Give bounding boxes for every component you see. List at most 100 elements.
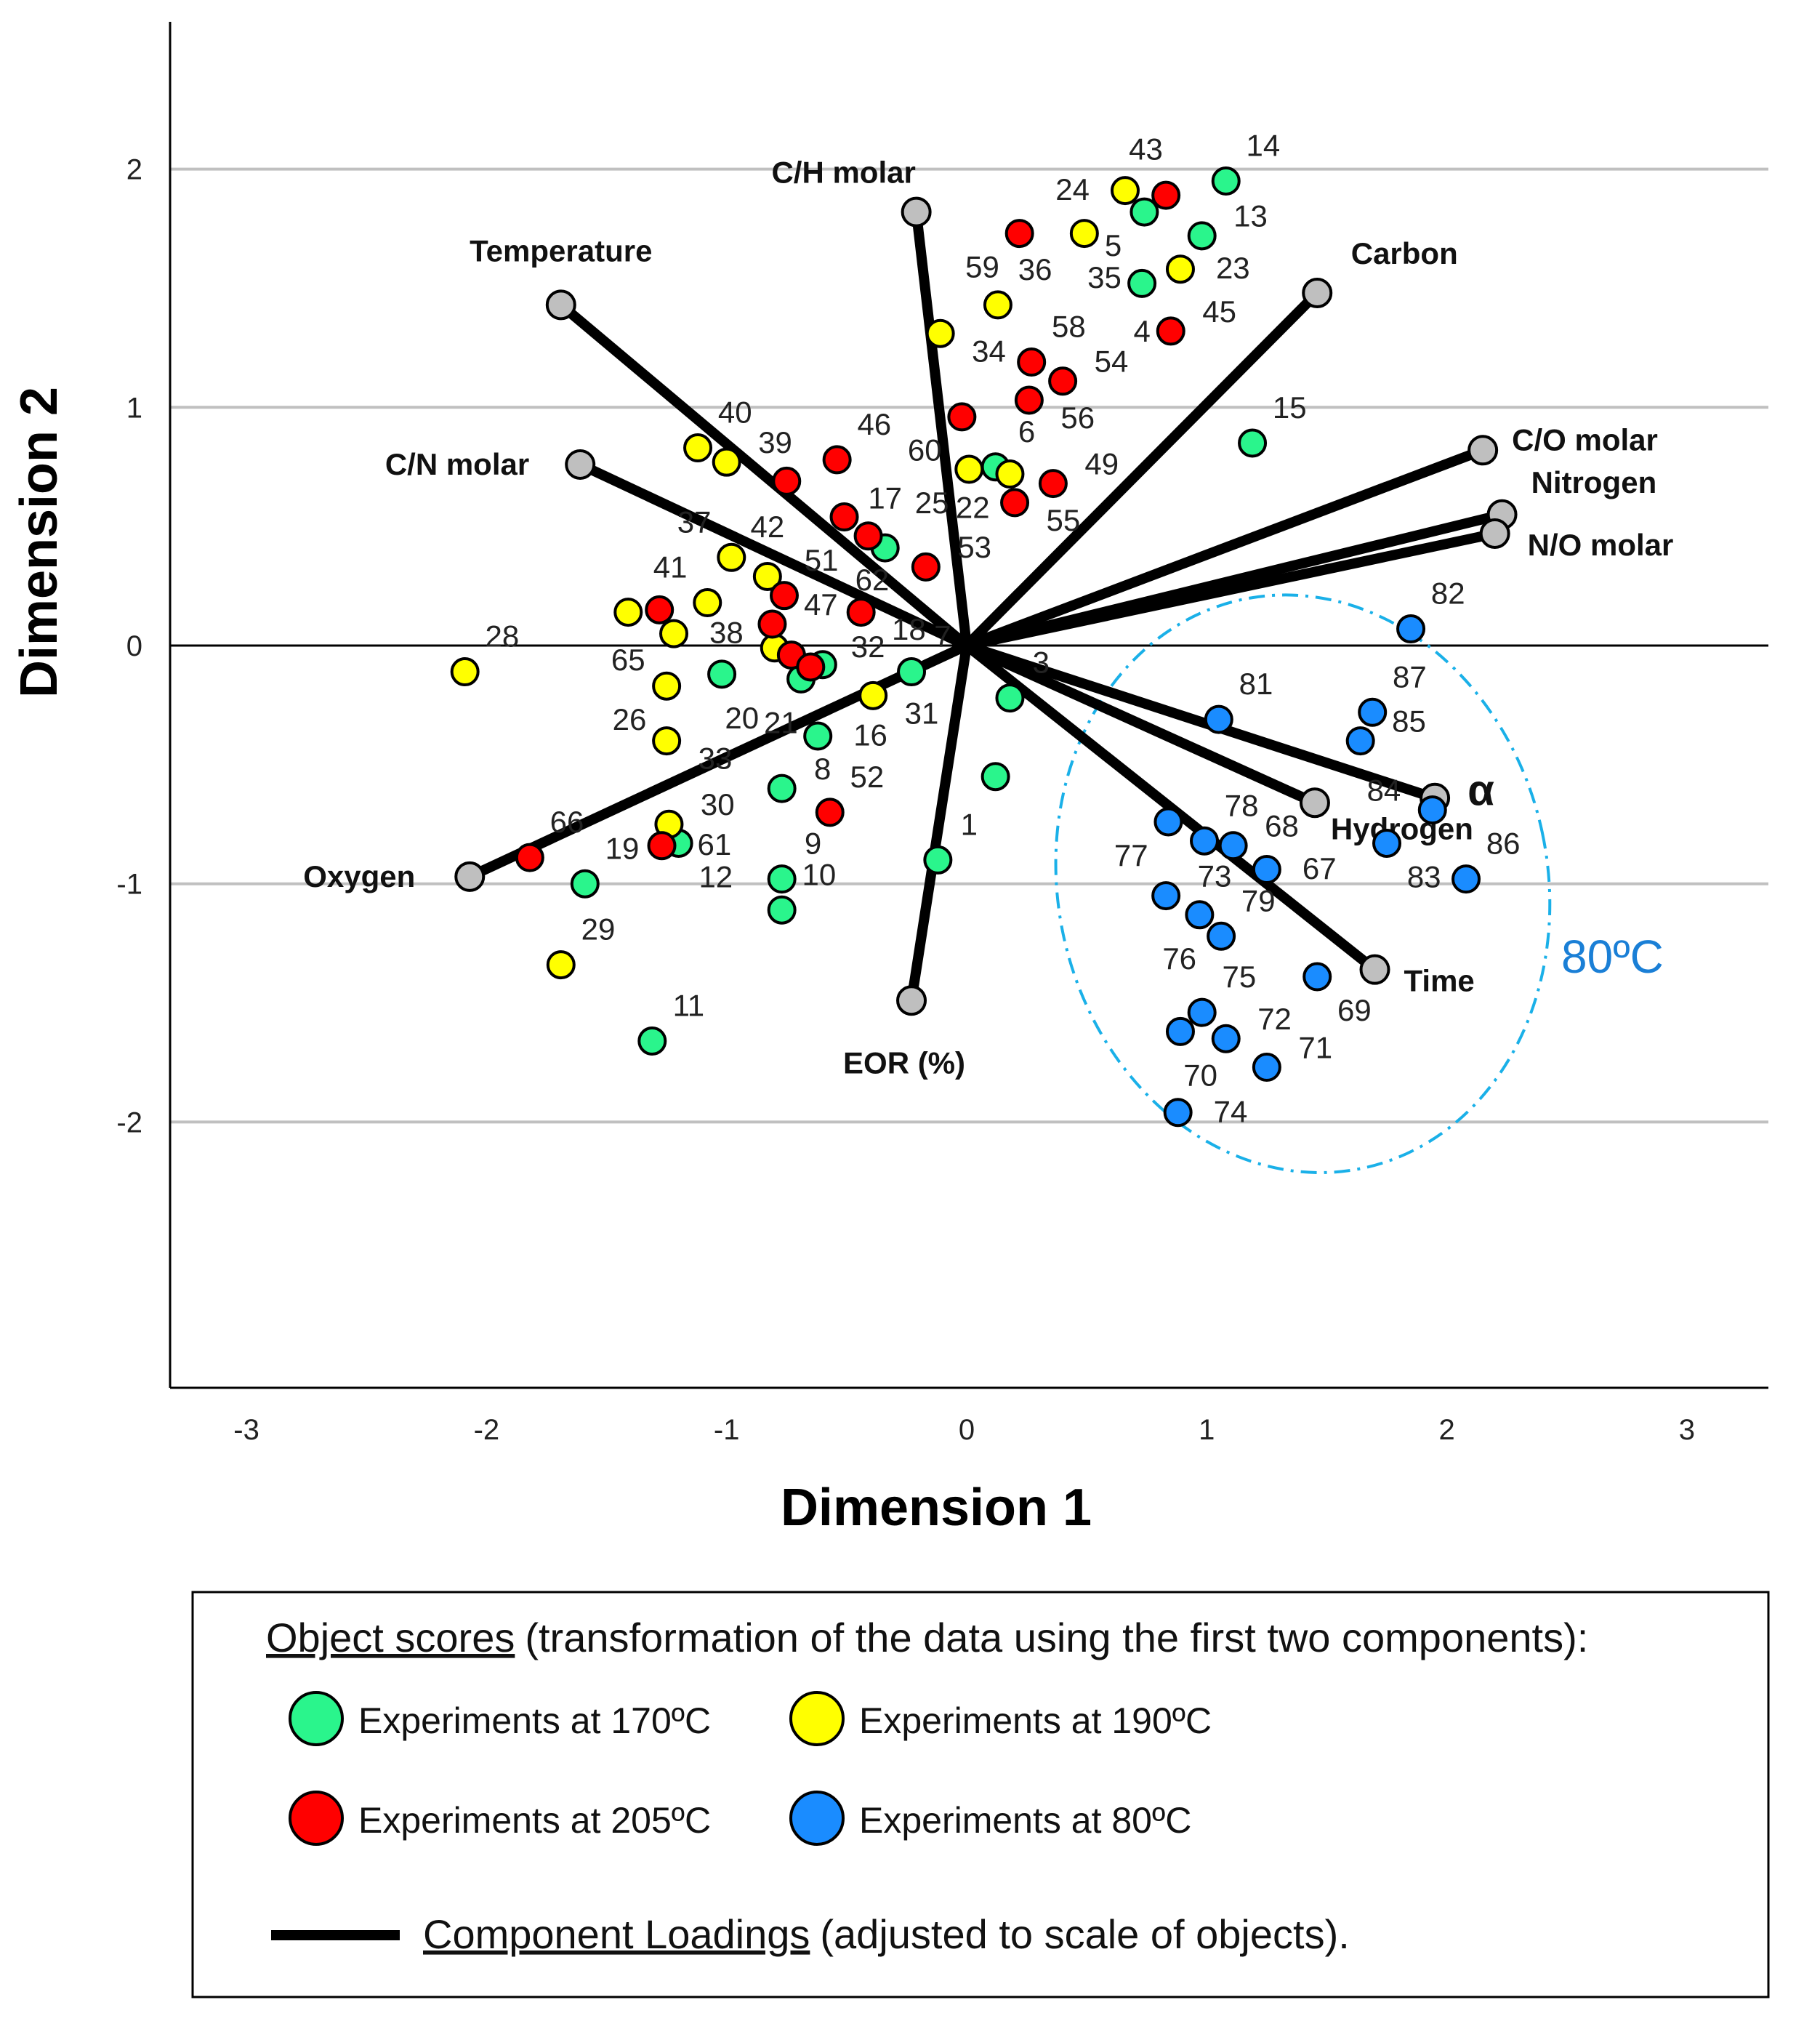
data-label: 74 bbox=[1214, 1094, 1248, 1128]
loading-vector bbox=[965, 640, 1317, 808]
loading-label: Hydrogen bbox=[1331, 811, 1473, 845]
loading-vector bbox=[467, 640, 969, 882]
data-label: 83 bbox=[1407, 859, 1441, 893]
legend-loadings-title: Component Loadings bbox=[423, 1911, 810, 1957]
data-point bbox=[717, 542, 746, 572]
data-label: 59 bbox=[965, 249, 999, 284]
data-point bbox=[1000, 488, 1030, 518]
data-point bbox=[983, 290, 1012, 320]
data-point bbox=[1110, 176, 1140, 206]
data-label: 56 bbox=[1060, 401, 1095, 435]
data-point bbox=[1165, 254, 1195, 284]
data-label: 24 bbox=[1055, 172, 1090, 206]
data-label: 37 bbox=[677, 505, 712, 539]
loading-vector bbox=[965, 529, 1497, 651]
data-label: 5 bbox=[1105, 228, 1122, 262]
loading-label: Oxygen bbox=[303, 859, 415, 893]
data-label: 23 bbox=[1216, 251, 1250, 285]
loading-endpoint bbox=[901, 196, 932, 228]
data-point bbox=[1048, 366, 1078, 396]
data-point bbox=[757, 609, 787, 639]
data-point bbox=[693, 588, 722, 618]
data-point bbox=[1130, 197, 1159, 227]
data-point bbox=[1204, 704, 1233, 734]
data-point bbox=[815, 797, 845, 827]
data-point bbox=[995, 683, 1025, 713]
loading-label: EOR (%) bbox=[843, 1045, 965, 1080]
data-label: 87 bbox=[1393, 659, 1427, 694]
data-label: 16 bbox=[853, 718, 887, 752]
data-label: 31 bbox=[905, 696, 939, 730]
legend-label: Experiments at 190ºC bbox=[859, 1700, 1212, 1741]
data-point bbox=[1151, 881, 1181, 911]
data-point bbox=[1017, 347, 1047, 377]
data-point bbox=[1302, 962, 1332, 992]
data-label: 54 bbox=[1095, 345, 1129, 379]
data-label: 11 bbox=[673, 989, 705, 1023]
data-label: 86 bbox=[1486, 827, 1521, 861]
data-label: 13 bbox=[1233, 199, 1268, 233]
data-label: 42 bbox=[750, 510, 784, 544]
loading-vector bbox=[965, 445, 1485, 651]
loading-label: C/H molar bbox=[771, 156, 915, 190]
data-point bbox=[803, 721, 833, 751]
data-label: 38 bbox=[709, 616, 744, 650]
data-label: 69 bbox=[1337, 993, 1372, 1027]
data-label: 84 bbox=[1367, 773, 1401, 807]
data-label: 7 bbox=[934, 619, 951, 654]
data-label: 67 bbox=[1302, 851, 1337, 885]
data-point bbox=[767, 895, 797, 925]
loading-endpoint bbox=[896, 985, 927, 1016]
data-label: 33 bbox=[698, 742, 733, 776]
data-label: 9 bbox=[805, 827, 821, 861]
data-label: 55 bbox=[1047, 503, 1081, 537]
data-point bbox=[1396, 614, 1426, 644]
data-label: 49 bbox=[1084, 446, 1119, 481]
loading-label: Carbon bbox=[1351, 236, 1458, 270]
y-tick-label: -1 bbox=[116, 869, 142, 901]
data-point bbox=[954, 454, 984, 484]
data-label: 29 bbox=[581, 912, 616, 947]
loading-endpoint bbox=[1359, 954, 1390, 985]
data-point bbox=[707, 659, 737, 689]
data-point bbox=[659, 619, 689, 648]
data-point bbox=[1207, 921, 1236, 951]
legend-title: Object scores bbox=[266, 1615, 515, 1660]
ellipse-label: 80ºC bbox=[1561, 931, 1664, 983]
data-point bbox=[637, 1026, 667, 1056]
x-tick-label: -2 bbox=[474, 1414, 500, 1446]
data-point bbox=[645, 595, 675, 624]
data-point bbox=[752, 561, 782, 591]
component-loadings: Temperature C/H molar Carbon C/O molar Nitro… bbox=[303, 156, 1673, 1080]
data-label: 15 bbox=[1273, 390, 1307, 425]
y-tick-label: 0 bbox=[126, 630, 142, 662]
legend-swatch bbox=[789, 1791, 845, 1846]
data-label: 35 bbox=[1087, 260, 1122, 294]
object-scores bbox=[450, 166, 1481, 1128]
data-label: 81 bbox=[1239, 667, 1273, 701]
data-label: 73 bbox=[1198, 859, 1232, 893]
data-point bbox=[570, 869, 600, 899]
loading-endpoint bbox=[565, 449, 596, 480]
data-point bbox=[1417, 795, 1447, 825]
data-label: 79 bbox=[1241, 883, 1276, 917]
data-label: 45 bbox=[1202, 294, 1236, 329]
loading-endpoint bbox=[1467, 435, 1499, 466]
data-point bbox=[546, 950, 576, 980]
data-point bbox=[652, 671, 682, 701]
data-point bbox=[923, 845, 953, 875]
data-label: 17 bbox=[868, 481, 902, 515]
legend-loadings-rest: (adjusted to scale of objects). bbox=[820, 1911, 1349, 1957]
data-label: 66 bbox=[550, 805, 584, 839]
data-point bbox=[767, 864, 797, 894]
loading-endpoint bbox=[1302, 278, 1333, 309]
legend-swatch bbox=[789, 1691, 845, 1746]
x-axis-label: Dimension 1 bbox=[781, 1479, 1092, 1537]
data-label: 70 bbox=[1183, 1058, 1217, 1093]
data-label: 25 bbox=[915, 486, 949, 520]
data-point bbox=[515, 843, 544, 872]
data-point bbox=[1211, 1024, 1241, 1053]
legend-swatch bbox=[289, 1691, 344, 1746]
